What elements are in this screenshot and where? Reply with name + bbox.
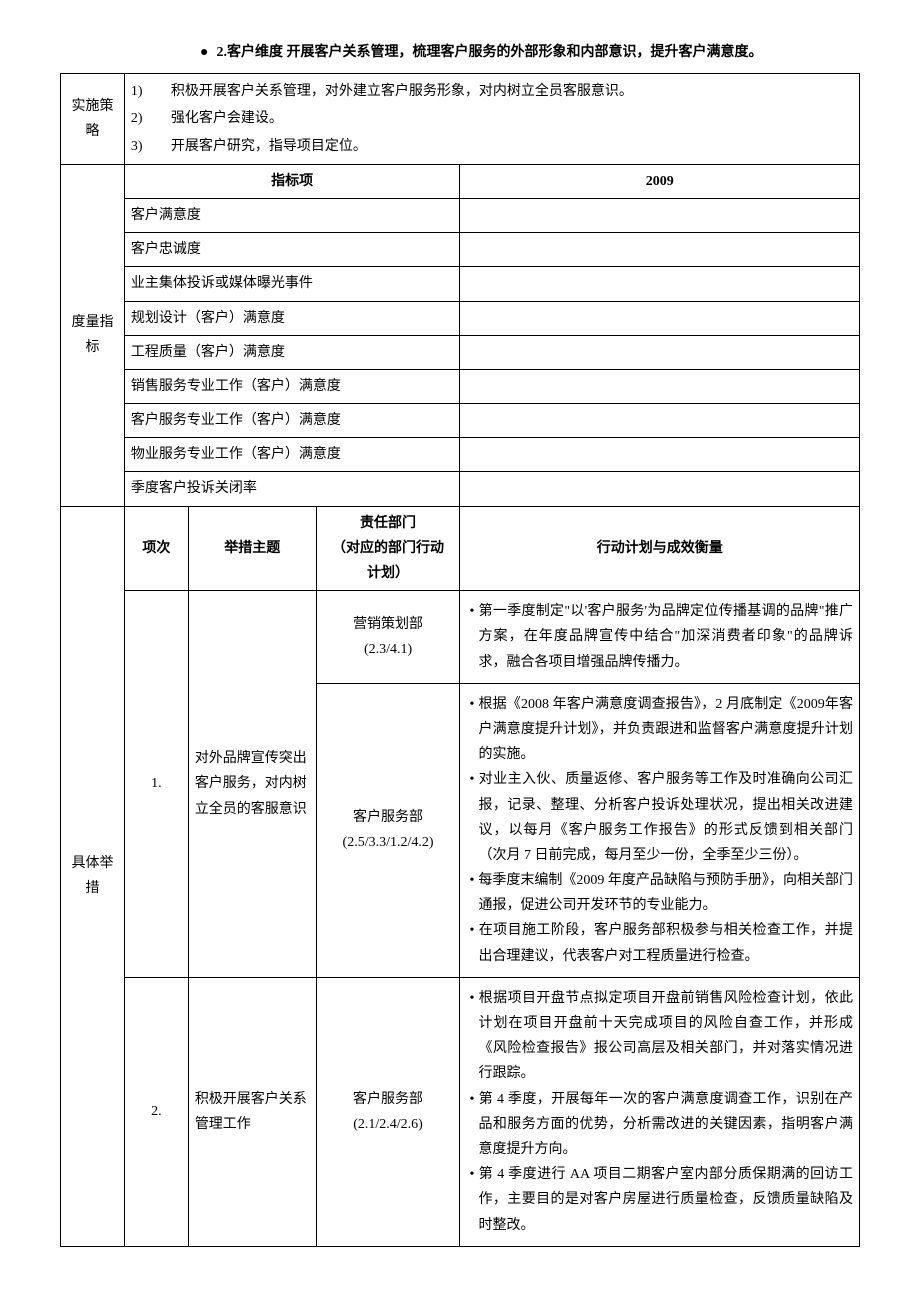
bullet-icon: ● <box>200 40 208 65</box>
dept-name: 营销策划部 <box>353 617 423 632</box>
action-seq: 1. <box>124 591 188 978</box>
section-title: ● 2.客户维度 开展客户关系管理，梳理客户服务的外部形象和内部意识，提升客户满… <box>200 40 860 65</box>
dept-name: 客户服务部 <box>353 1092 423 1107</box>
topic-line: 立全员的客服意识 <box>195 802 307 817</box>
metric-value <box>460 198 860 232</box>
plan-item: 对业主入伙、质量返修、客户服务等工作及时准确向公司汇报，记录、整理、分析客户投诉… <box>478 767 853 868</box>
metrics-header-col1: 指标项 <box>124 164 460 198</box>
metric-name: 客户满意度 <box>124 198 460 232</box>
action-row-2: 2. 积极开展客户关系 管理工作 客户服务部 (2.1/2.4/2.6) 根据项… <box>61 977 860 1246</box>
actions-header-row: 具体举措 项次 举措主题 责任部门 （对应的部门行动 计划） 行动计划与成效衡量 <box>61 506 860 591</box>
strategy-text: 积极开展客户关系管理，对外建立客户服务形象，对内树立全员客服意识。 <box>171 79 633 104</box>
metric-value <box>460 438 860 472</box>
action-row-1a: 1. 对外品牌宣传突出 客户服务，对内树 立全员的客服意识 营销策划部 (2.3… <box>61 591 860 684</box>
metric-row: 工程质量（客户）满意度 <box>61 335 860 369</box>
actions-label: 具体举措 <box>61 506 125 1246</box>
action-dept: 营销策划部 (2.3/4.1) <box>316 591 460 684</box>
metric-row: 客户服务专业工作（客户）满意度 <box>61 404 860 438</box>
topic-line: 管理工作 <box>195 1117 251 1132</box>
metric-value <box>460 369 860 403</box>
metric-row: 规划设计（客户）满意度 <box>61 301 860 335</box>
dept-header-l2: （对应的部门行动 <box>332 541 444 556</box>
action-topic: 对外品牌宣传突出 客户服务，对内树 立全员的客服意识 <box>188 591 316 978</box>
metrics-label: 度量指标 <box>61 164 125 506</box>
strategy-num: 1) <box>131 79 159 104</box>
action-plan: 根据项目开盘节点拟定项目开盘前销售风险检查计划，依此计划在项目开盘前十天完成项目… <box>460 977 860 1246</box>
metric-name: 季度客户投诉关闭率 <box>124 472 460 506</box>
main-table: 实施策略 1) 积极开展客户关系管理，对外建立客户服务形象，对内树立全员客服意识。… <box>60 73 860 1247</box>
dept-code: (2.3/4.1) <box>364 642 412 657</box>
plan-item: 第 4 季度，开展每年一次的客户满意度调查工作，识别在产品和服务方面的优势，分析… <box>478 1087 853 1163</box>
metric-value <box>460 472 860 506</box>
metrics-header-col2: 2009 <box>460 164 860 198</box>
plan-item: 根据《2008 年客户满意度调查报告》，2 月底制定《2009年客户满意度提升计… <box>478 692 853 768</box>
title-text: 2.客户维度 开展客户关系管理，梳理客户服务的外部形象和内部意识，提升客户满意度… <box>216 40 762 65</box>
topic-line: 积极开展客户关系 <box>195 1092 307 1107</box>
metric-row: 季度客户投诉关闭率 <box>61 472 860 506</box>
plan-item: 每季度末编制《2009 年度产品缺陷与预防手册》，向相关部门通报，促进公司开发环… <box>478 868 853 918</box>
metric-value <box>460 301 860 335</box>
action-plan: 根据《2008 年客户满意度调查报告》，2 月底制定《2009年客户满意度提升计… <box>460 683 860 977</box>
metric-name: 物业服务专业工作（客户）满意度 <box>124 438 460 472</box>
metric-name: 客户忠诚度 <box>124 233 460 267</box>
metrics-header-row: 度量指标 指标项 2009 <box>61 164 860 198</box>
action-plan: 第一季度制定"以'客户服务'为品牌定位传播基调的品牌"推广方案，在年度品牌宣传中… <box>460 591 860 684</box>
dept-name: 客户服务部 <box>353 810 423 825</box>
dept-code: (2.1/2.4/2.6) <box>353 1117 423 1132</box>
strategy-num: 3) <box>131 134 159 159</box>
actions-header-dept: 责任部门 （对应的部门行动 计划） <box>316 506 460 591</box>
topic-line: 对外品牌宣传突出 <box>195 751 307 766</box>
metric-row: 销售服务专业工作（客户）满意度 <box>61 369 860 403</box>
plan-item: 第 4 季度进行 AA 项目二期客户室内部分质保期满的回访工作，主要目的是对客户… <box>478 1162 853 1238</box>
strategy-row: 实施策略 1) 积极开展客户关系管理，对外建立客户服务形象，对内树立全员客服意识。… <box>61 74 860 165</box>
metric-row: 业主集体投诉或媒体曝光事件 <box>61 267 860 301</box>
dept-header-l1: 责任部门 <box>360 516 416 531</box>
dept-header-l3: 计划） <box>367 566 409 581</box>
action-dept: 客户服务部 (2.5/3.3/1.2/4.2) <box>316 683 460 977</box>
action-dept: 客户服务部 (2.1/2.4/2.6) <box>316 977 460 1246</box>
metric-name: 规划设计（客户）满意度 <box>124 301 460 335</box>
dept-code: (2.5/3.3/1.2/4.2) <box>343 835 434 850</box>
metric-name: 工程质量（客户）满意度 <box>124 335 460 369</box>
action-topic: 积极开展客户关系 管理工作 <box>188 977 316 1246</box>
strategy-text: 开展客户研究，指导项目定位。 <box>171 134 367 159</box>
plan-item: 第一季度制定"以'客户服务'为品牌定位传播基调的品牌"推广方案，在年度品牌宣传中… <box>478 599 853 675</box>
strategy-num: 2) <box>131 106 159 131</box>
actions-header-plan: 行动计划与成效衡量 <box>460 506 860 591</box>
metric-value <box>460 404 860 438</box>
metric-value <box>460 233 860 267</box>
metric-row: 客户满意度 <box>61 198 860 232</box>
metric-row: 客户忠诚度 <box>61 233 860 267</box>
strategy-cell: 1) 积极开展客户关系管理，对外建立客户服务形象，对内树立全员客服意识。 2) 强化… <box>124 74 859 165</box>
plan-item: 根据项目开盘节点拟定项目开盘前销售风险检查计划，依此计划在项目开盘前十天完成项目… <box>478 986 853 1087</box>
metric-name: 业主集体投诉或媒体曝光事件 <box>124 267 460 301</box>
metric-name: 销售服务专业工作（客户）满意度 <box>124 369 460 403</box>
plan-item: 在项目施工阶段，客户服务部积极参与相关检查工作，并提出合理建议，代表客户对工程质… <box>478 918 853 968</box>
actions-header-topic: 举措主题 <box>188 506 316 591</box>
metric-value <box>460 267 860 301</box>
topic-line: 客户服务，对内树 <box>195 776 307 791</box>
actions-header-seq: 项次 <box>124 506 188 591</box>
metric-name: 客户服务专业工作（客户）满意度 <box>124 404 460 438</box>
strategy-text: 强化客户会建设。 <box>171 106 283 131</box>
action-seq: 2. <box>124 977 188 1246</box>
metric-value <box>460 335 860 369</box>
strategy-label: 实施策略 <box>61 74 125 165</box>
metric-row: 物业服务专业工作（客户）满意度 <box>61 438 860 472</box>
